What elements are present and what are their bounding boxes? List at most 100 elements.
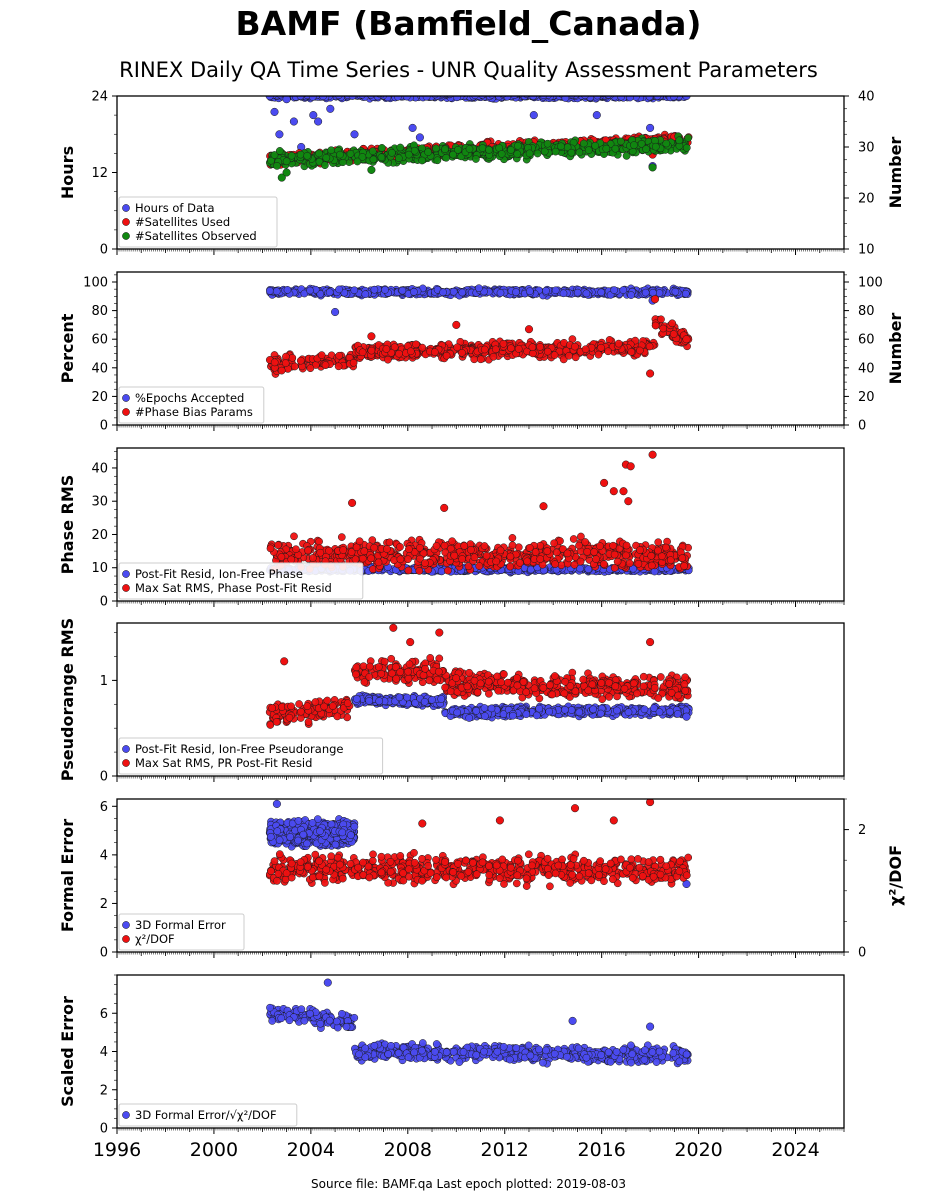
- data-point: [394, 96, 402, 101]
- data-point: [657, 315, 665, 324]
- data-point: [507, 146, 515, 154]
- y2-tick-label: 40: [858, 361, 875, 376]
- data-point: [470, 355, 479, 364]
- data-point: [581, 345, 590, 354]
- data-point: [681, 289, 690, 298]
- data-point: [431, 96, 439, 99]
- data-point: [476, 355, 485, 364]
- data-point: [592, 111, 601, 120]
- y-tick-label: 100: [83, 276, 108, 291]
- legend-label: Hours of Data: [135, 201, 215, 215]
- data-point: [529, 111, 538, 120]
- data-point: [567, 148, 576, 157]
- data-point: [439, 288, 447, 297]
- data-point: [289, 117, 298, 126]
- data-point: [334, 362, 343, 371]
- data-point: [441, 145, 449, 154]
- data-point: [335, 351, 344, 360]
- data-point: [327, 146, 336, 155]
- data-point: [346, 149, 355, 158]
- data-points: [265, 450, 693, 577]
- y-tick-label: 0: [100, 243, 108, 258]
- data-point: [602, 144, 611, 153]
- data-point: [645, 342, 654, 351]
- data-point: [367, 165, 376, 174]
- y-tick-label: 80: [91, 304, 108, 319]
- data-point: [499, 339, 508, 348]
- data-point: [597, 343, 605, 352]
- data-point: [475, 284, 483, 293]
- data-point: [557, 142, 565, 151]
- data-point: [594, 350, 603, 359]
- data-point: [561, 96, 570, 102]
- data-point: [282, 157, 291, 166]
- data-point: [424, 148, 432, 156]
- data-point: [442, 351, 451, 360]
- data-point: [283, 286, 292, 294]
- data-point: [384, 355, 392, 364]
- y2-tick-label: 80: [858, 304, 875, 319]
- data-point: [418, 343, 427, 352]
- data-point: [358, 153, 367, 161]
- data-point: [308, 96, 317, 101]
- data-points: [265, 96, 693, 182]
- data-point: [418, 156, 426, 165]
- data-point: [282, 352, 290, 361]
- data-point: [611, 144, 620, 153]
- legend: Hours of Data#Satellites Used#Satellites…: [118, 196, 278, 248]
- data-point: [452, 320, 461, 329]
- data-point: [551, 286, 560, 295]
- data-point: [273, 162, 281, 170]
- data-point: [266, 287, 274, 295]
- data-point: [491, 345, 500, 354]
- y-tick-label: 12: [91, 166, 108, 181]
- data-point: [315, 149, 323, 158]
- data-point: [288, 353, 297, 362]
- y2-tick-label: 20: [858, 192, 875, 207]
- data-point: [412, 340, 420, 349]
- data-point: [287, 151, 296, 160]
- data-point: [480, 345, 489, 354]
- data-point: [396, 143, 405, 152]
- data-point: [646, 369, 655, 378]
- data-point: [410, 288, 418, 296]
- y-axis-label: Hours: [58, 146, 77, 199]
- data-point: [331, 307, 340, 317]
- y2-tick-label: 60: [858, 333, 875, 348]
- data-point: [617, 137, 625, 146]
- data-point: [550, 351, 559, 359]
- data-point: [358, 348, 367, 357]
- data-point: [398, 286, 407, 295]
- data-point: [584, 565, 593, 574]
- data-point: [565, 351, 573, 360]
- data-point: [510, 96, 519, 99]
- data-point: [591, 141, 600, 150]
- data-point: [306, 364, 315, 373]
- legend-marker: [122, 408, 130, 416]
- data-point: [381, 286, 389, 294]
- y2-axis-label: Number: [886, 137, 905, 209]
- data-point: [296, 356, 305, 365]
- data-point: [551, 147, 560, 156]
- data-point: [296, 150, 305, 159]
- data-point: [325, 288, 334, 297]
- data-point: [453, 343, 462, 352]
- data-point: [642, 145, 650, 153]
- data-point: [496, 289, 505, 297]
- data-point: [659, 324, 668, 333]
- data-point: [336, 150, 344, 159]
- data-point: [604, 347, 612, 356]
- data-point: [489, 352, 498, 361]
- data-point: [458, 288, 467, 297]
- y-tick-label: 60: [91, 333, 108, 348]
- data-point: [321, 161, 329, 170]
- data-point: [478, 96, 486, 99]
- data-point: [349, 358, 358, 367]
- data-point: [437, 567, 446, 576]
- data-point: [540, 147, 549, 156]
- data-point: [528, 343, 537, 352]
- data-point: [350, 286, 359, 295]
- data-point: [543, 347, 552, 356]
- data-point: [471, 96, 479, 100]
